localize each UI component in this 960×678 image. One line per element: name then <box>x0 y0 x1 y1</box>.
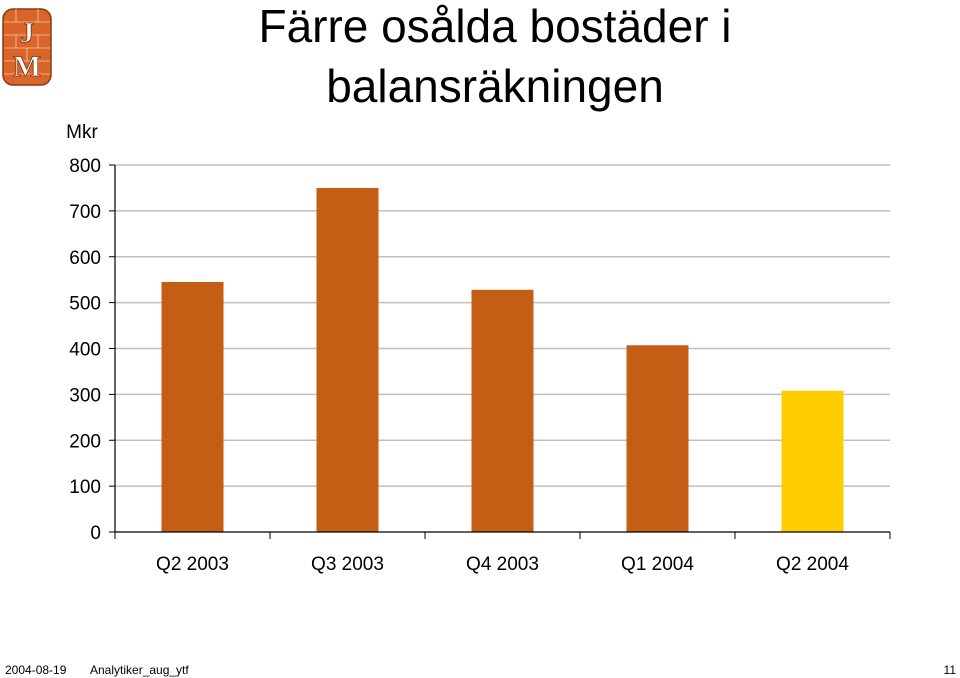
y-tick-label: 700 <box>69 202 101 223</box>
bar <box>161 281 224 532</box>
x-tick-label: Q2 2004 <box>776 554 849 575</box>
x-tick-labels: Q2 2003 Q3 2003 Q4 2003 Q1 2004 Q2 2004 <box>156 554 849 575</box>
y-tick-label: 600 <box>69 248 101 269</box>
chart-title-line-2: balansräkningen <box>326 60 664 112</box>
x-tick-label: Q2 2003 <box>156 554 229 575</box>
bar <box>781 390 844 532</box>
x-tick-label: Q1 2004 <box>621 554 694 575</box>
y-tick-label: 100 <box>69 477 101 498</box>
y-tick-labels: 0 100 200 300 400 500 600 700 800 <box>69 156 101 544</box>
chart-title: Färre osålda bostäder i balansräkningen <box>225 0 765 116</box>
footer-date: 2004-08-19 <box>5 663 67 677</box>
axes <box>109 164 891 539</box>
bars <box>161 187 844 532</box>
bar <box>316 187 379 532</box>
bar <box>626 345 689 532</box>
y-tick-label: 800 <box>69 156 101 177</box>
y-tick-label: 400 <box>69 340 101 361</box>
svg-text:J: J <box>20 18 34 49</box>
y-tick-label: 500 <box>69 294 101 315</box>
footer: 2004-08-19 Analytiker_aug_ytf 11 <box>0 662 960 678</box>
y-tick-label: 200 <box>69 431 101 452</box>
jm-logo: J M <box>2 8 52 86</box>
bar-chart: 0 100 200 300 400 500 600 700 800 Q2 2003 Q3 2003… <box>66 122 891 575</box>
bar <box>471 289 534 532</box>
y-tick-label: 300 <box>69 385 101 406</box>
svg-text:M: M <box>13 50 41 83</box>
y-tick-label: 0 <box>90 523 101 544</box>
x-tick-label: Q3 2003 <box>311 554 384 575</box>
footer-page-number: 11 <box>943 663 956 677</box>
chart-title-line-1: Färre osålda bostäder i <box>258 0 732 52</box>
x-tick-label: Q4 2003 <box>466 554 539 575</box>
y-axis-label: Mkr <box>66 122 98 143</box>
footer-document-name: Analytiker_aug_ytf <box>90 663 189 677</box>
